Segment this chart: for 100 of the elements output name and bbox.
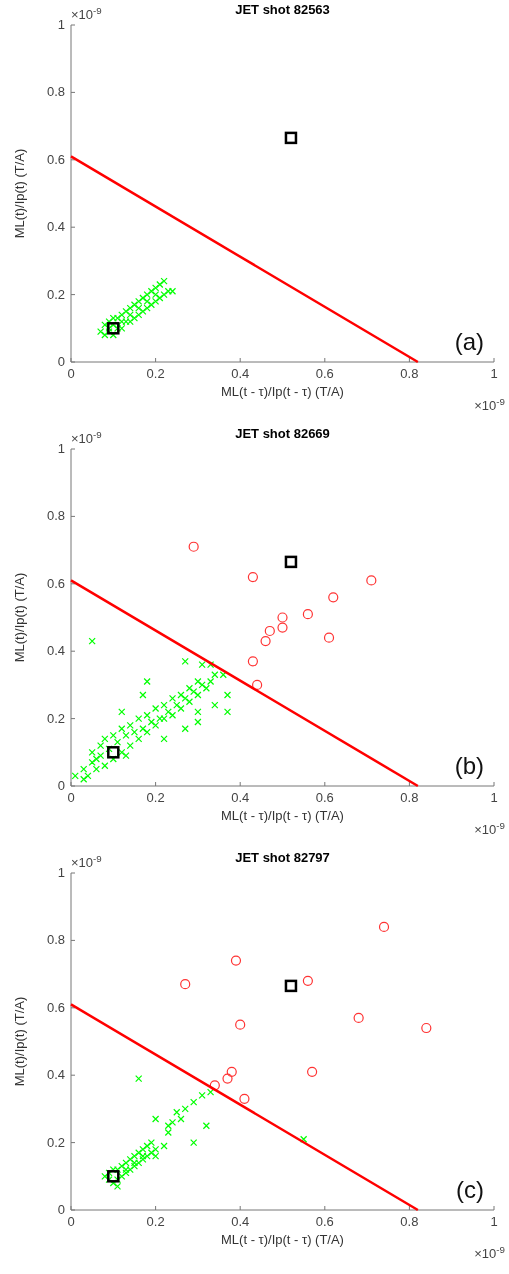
point xyxy=(135,1074,143,1083)
point xyxy=(353,1012,364,1024)
point xyxy=(190,1139,198,1147)
y-tick-label: 1 xyxy=(57,17,65,32)
y-tick-label: 0.4 xyxy=(46,219,65,235)
y-tick-label: 0.6 xyxy=(46,575,65,591)
point xyxy=(156,280,164,289)
y-axis-title: ML(t)/Ip(t) (T/A) xyxy=(12,572,27,663)
point xyxy=(143,1142,151,1150)
point xyxy=(226,1066,237,1077)
y-tick-label: 0.6 xyxy=(46,999,65,1015)
point xyxy=(168,1118,177,1126)
y-tick-label: 1 xyxy=(57,865,65,880)
point xyxy=(260,635,271,647)
x-axis-title: ML(t - τ)/Ip(t - τ) (T/A) xyxy=(221,808,344,823)
point xyxy=(230,955,242,966)
x-tick-label: 0.6 xyxy=(315,366,334,381)
point xyxy=(239,1093,250,1104)
point xyxy=(126,1155,134,1164)
y-tick-label: 0 xyxy=(57,1202,65,1217)
x-tick-label: 0 xyxy=(67,790,75,805)
point xyxy=(307,1066,318,1077)
x-tick-label: 0.8 xyxy=(400,790,419,805)
point xyxy=(168,287,177,295)
point xyxy=(107,746,120,759)
point xyxy=(328,592,339,603)
point xyxy=(164,1128,172,1137)
y-tick-label: 0 xyxy=(57,354,65,369)
point xyxy=(302,609,313,620)
x-axis-title: ML(t - τ)/Ip(t - τ) (T/A) xyxy=(221,384,344,399)
point xyxy=(252,679,263,690)
point xyxy=(247,571,258,583)
y-tick-label: 0.8 xyxy=(46,84,65,100)
y-tick-label: 0.4 xyxy=(46,643,65,659)
chart-title: JET shot 82669 xyxy=(235,426,330,441)
point xyxy=(180,979,191,990)
x-tick-label: 0.8 xyxy=(400,366,419,381)
x-tick-label: 0.2 xyxy=(146,366,165,381)
point xyxy=(277,622,288,633)
point xyxy=(378,921,390,933)
point xyxy=(302,975,313,986)
text: ×10$^{-9}$ xyxy=(71,428,102,446)
point xyxy=(247,656,258,667)
x-axis-title: ML(t - τ)/Ip(t - τ) (T/A) xyxy=(221,1232,344,1247)
y-tick-label: 0.6 xyxy=(46,151,65,167)
point xyxy=(284,555,298,569)
point xyxy=(198,1091,206,1100)
chart-title: JET shot 82797 xyxy=(235,850,330,865)
text: ×10$^{-9}$ xyxy=(474,1243,505,1261)
point xyxy=(284,131,298,145)
point xyxy=(122,307,130,316)
point xyxy=(323,632,335,643)
point xyxy=(277,612,288,623)
point xyxy=(235,1019,246,1030)
x-tick-label: 0.4 xyxy=(231,790,250,805)
text: ×10$^{-9}$ xyxy=(71,852,102,870)
y-tick-label: 0.4 xyxy=(46,1067,65,1083)
point xyxy=(284,979,298,993)
point xyxy=(107,322,120,335)
point xyxy=(366,575,377,586)
y-tick-label: 0 xyxy=(57,778,65,793)
x-tick-label: 0 xyxy=(67,366,75,381)
text: ×10$^{-9}$ xyxy=(474,395,505,413)
annotation: (a) xyxy=(454,328,484,355)
y-tick-label: 1 xyxy=(57,441,65,456)
y-axis-title: ML(t)/Ip(t) (T/A) xyxy=(12,148,27,239)
y-tick-label: 0.2 xyxy=(46,1134,65,1150)
point xyxy=(222,1073,233,1084)
x-tick-label: 1 xyxy=(490,366,498,381)
x-tick-label: 0.2 xyxy=(146,1214,165,1229)
y-tick-label: 0.2 xyxy=(46,710,65,726)
y-axis-title: ML(t)/Ip(t) (T/A) xyxy=(12,996,27,1087)
x-tick-label: 1 xyxy=(490,790,498,805)
x-tick-label: 1 xyxy=(490,1214,498,1229)
point xyxy=(152,284,160,292)
point xyxy=(190,1098,198,1106)
point xyxy=(206,1088,215,1096)
x-tick-label: 0.8 xyxy=(400,1214,419,1229)
annotation: (c) xyxy=(456,1176,484,1203)
x-tick-label: 0.6 xyxy=(315,1214,334,1229)
point xyxy=(202,1122,210,1130)
x-tick-label: 0.4 xyxy=(231,1214,250,1229)
text: ×10$^{-9}$ xyxy=(71,4,102,22)
point xyxy=(107,1170,120,1183)
point xyxy=(139,1145,147,1153)
point xyxy=(188,541,199,552)
point xyxy=(421,1022,432,1034)
y-tick-label: 0.8 xyxy=(46,508,65,524)
y-tick-label: 0.8 xyxy=(46,932,65,948)
point xyxy=(181,1105,189,1113)
y-tick-label: 0.2 xyxy=(46,286,65,302)
point xyxy=(139,307,147,316)
x-tick-label: 0.2 xyxy=(146,790,165,805)
point xyxy=(264,625,275,637)
point xyxy=(152,1115,160,1123)
x-tick-label: 0.4 xyxy=(231,366,250,381)
point xyxy=(300,1135,308,1143)
x-tick-label: 0.6 xyxy=(315,790,334,805)
x-tick-label: 0 xyxy=(67,1214,75,1229)
chart-title: JET shot 82563 xyxy=(235,2,330,17)
